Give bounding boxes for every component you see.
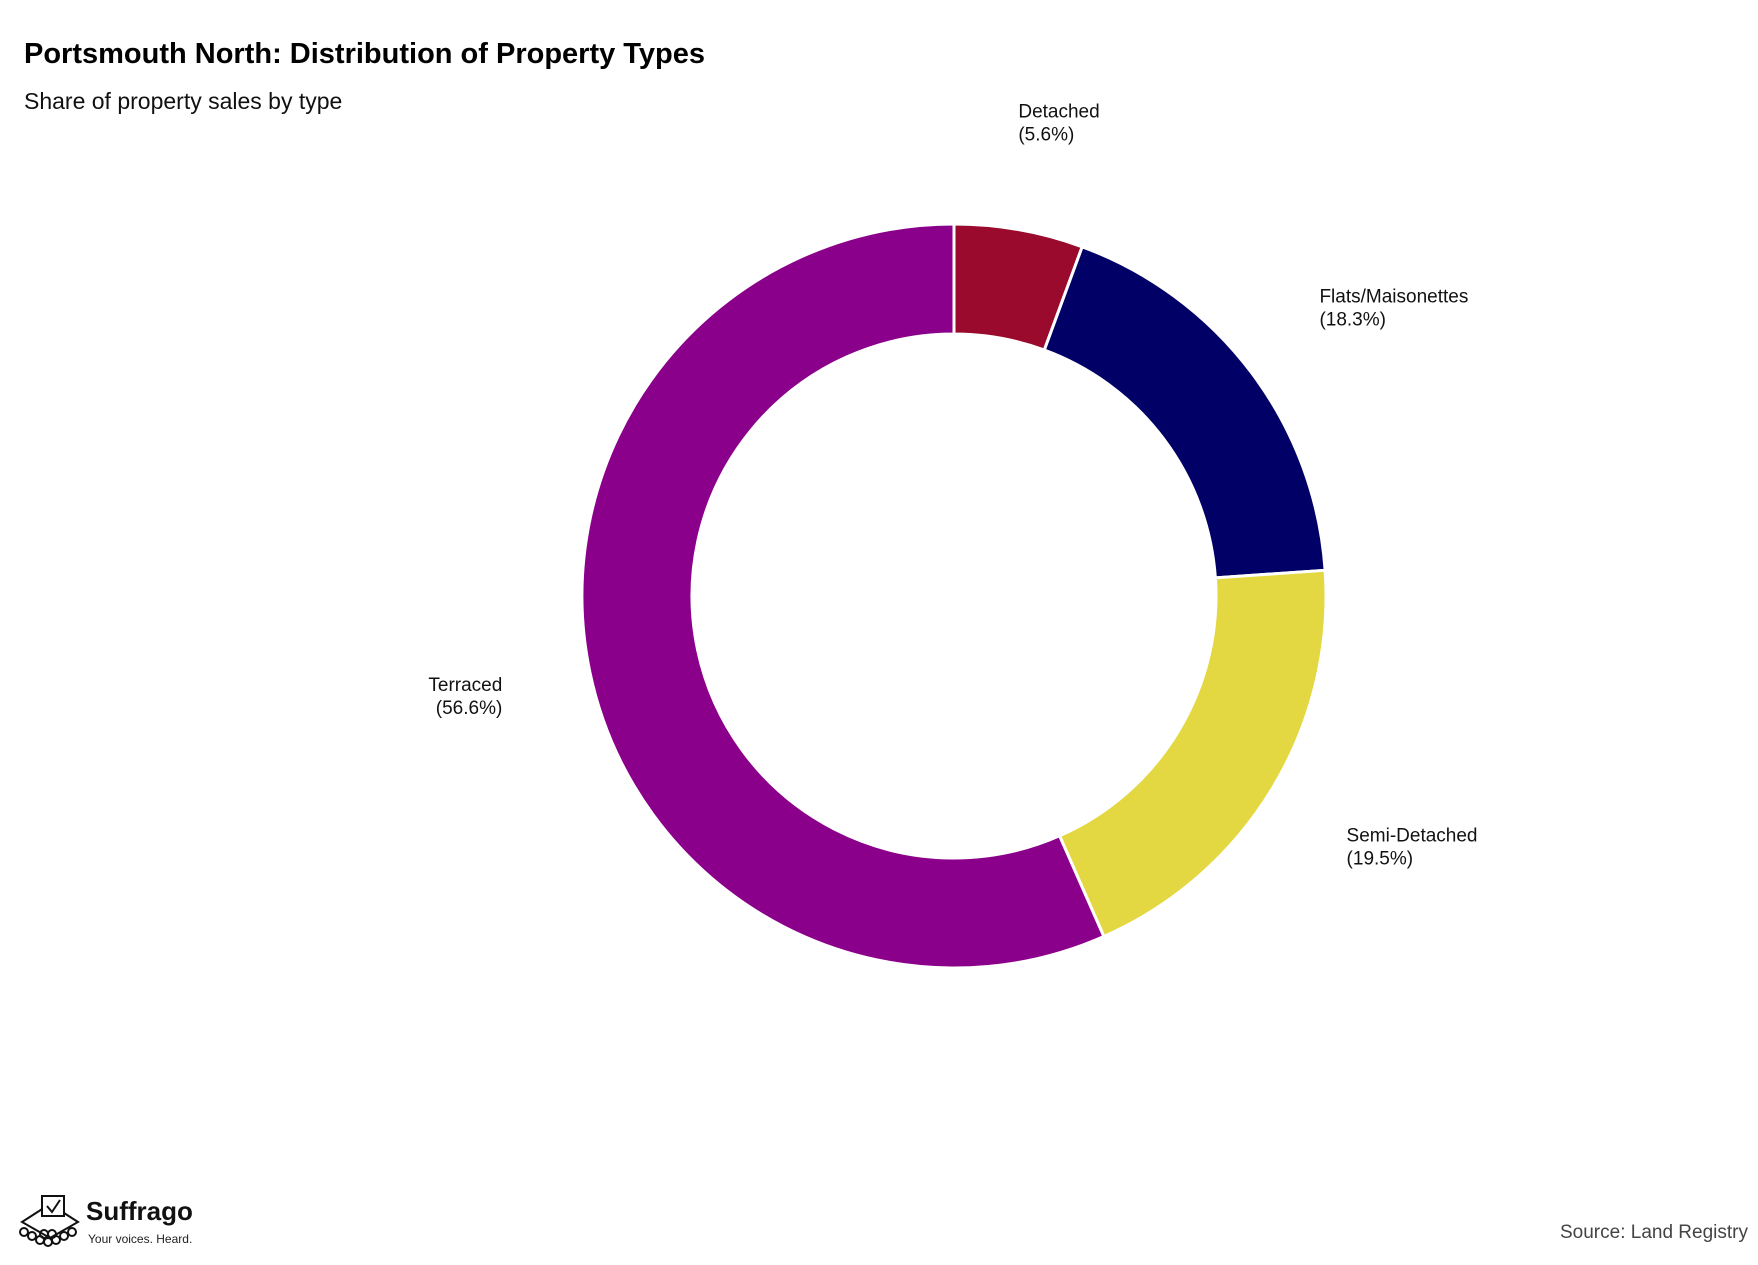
- brand-name: Suffrago: [86, 1196, 193, 1226]
- chart-title: Portsmouth North: Distribution of Proper…: [24, 38, 705, 70]
- donut-labels: Detached (5.6%) Flats/Maisonettes (18.3%) Se…: [428, 101, 1477, 869]
- slice-label-detached: Detached (5.6%): [1018, 101, 1099, 145]
- suffrago-logo-icon: [19, 1195, 80, 1247]
- chart-subtitle: Share of property sales by type: [24, 88, 343, 114]
- brand-tagline: Your voices. Heard.: [88, 1232, 193, 1246]
- slice-label-flats-maisonettes: Flats/Maisonettes (18.3%): [1319, 287, 1468, 331]
- slice-label-terraced: Terraced (56.6%): [428, 675, 502, 719]
- slice-terraced: [580, 222, 1106, 970]
- source-note: Source: Land Registry: [1560, 1222, 1748, 1243]
- slice-flats-maisonettes: [1042, 244, 1327, 580]
- slice-semi-detached: [1057, 568, 1328, 939]
- slice-label-semi-detached: Semi-Detached (19.5%): [1347, 825, 1478, 869]
- donut-slices: [580, 222, 1328, 970]
